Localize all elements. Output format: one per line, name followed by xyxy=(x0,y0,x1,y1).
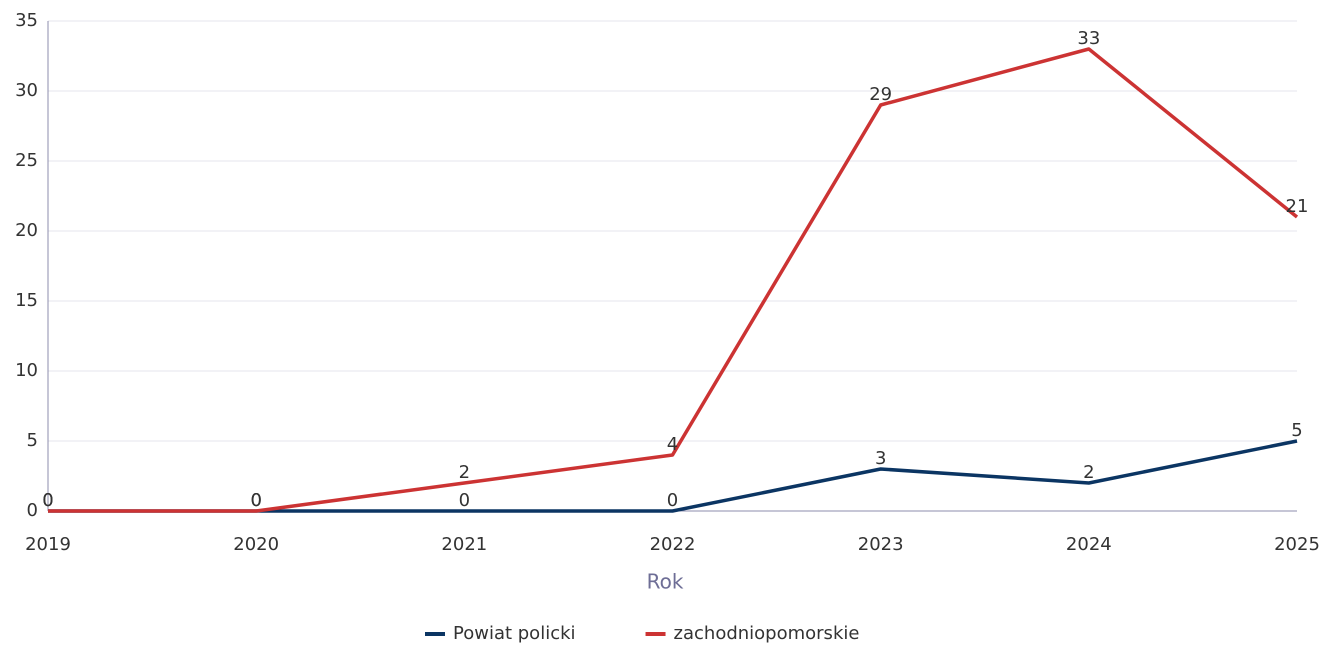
x-tick-label: 2023 xyxy=(858,534,904,555)
legend-label: Powiat policki xyxy=(453,623,576,644)
y-tick-label: 25 xyxy=(15,150,38,171)
data-label: 21 xyxy=(1286,196,1309,217)
x-tick-label: 2020 xyxy=(233,534,279,555)
x-tick-label: 2025 xyxy=(1274,534,1320,555)
data-label: 33 xyxy=(1077,28,1100,49)
data-label: 5 xyxy=(1291,420,1302,441)
x-tick-label: 2022 xyxy=(650,534,696,555)
data-label: 0 xyxy=(250,490,261,511)
data-label: 0 xyxy=(459,490,470,511)
data-label: 2 xyxy=(459,462,470,483)
legend-label: zachodniopomorskie xyxy=(674,623,860,644)
y-tick-label: 30 xyxy=(15,80,38,101)
data-label: 3 xyxy=(875,448,886,469)
x-tick-label: 2024 xyxy=(1066,534,1112,555)
data-label: 0 xyxy=(42,490,53,511)
y-tick-label: 35 xyxy=(15,10,38,31)
data-label: 4 xyxy=(667,434,678,455)
series-line xyxy=(48,47,1299,513)
y-tick-label: 15 xyxy=(15,290,38,311)
data-label: 0 xyxy=(667,490,678,511)
x-tick-label: 2021 xyxy=(441,534,487,555)
data-label: 29 xyxy=(869,84,892,105)
data-label: 0 xyxy=(42,490,53,511)
y-tick-label: 0 xyxy=(27,500,38,521)
y-tick-label: 5 xyxy=(27,430,38,451)
data-label: 0 xyxy=(250,490,261,511)
data-label: 2 xyxy=(1083,462,1094,483)
y-tick-label: 20 xyxy=(15,220,38,241)
x-tick-label: 2019 xyxy=(25,534,71,555)
x-axis-label: Rok xyxy=(647,570,684,594)
y-tick-label: 10 xyxy=(15,360,38,381)
